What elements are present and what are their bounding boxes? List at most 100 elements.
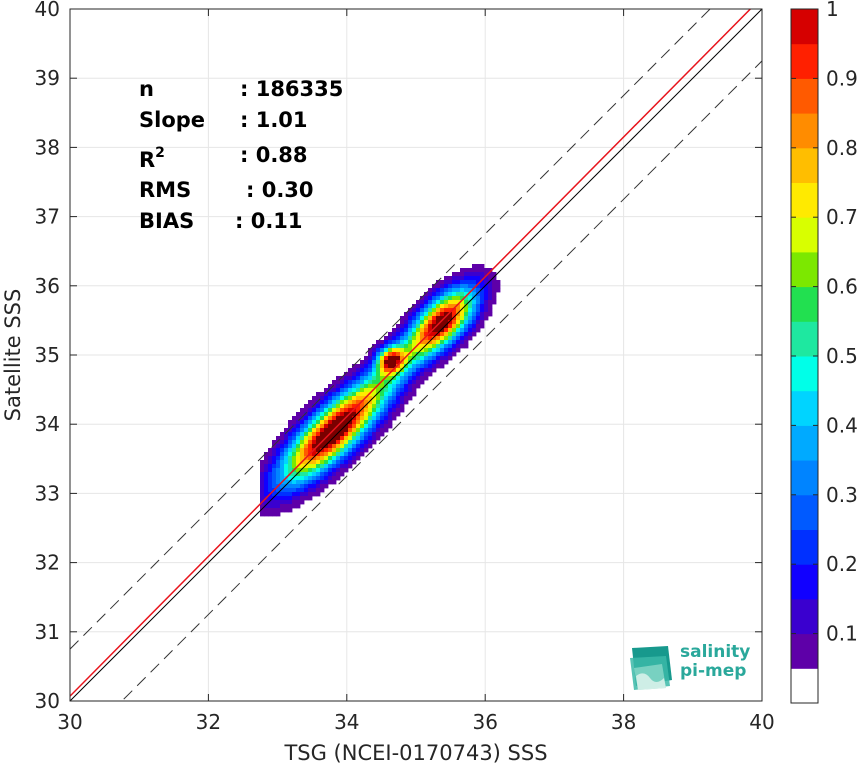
colorbar-swatch — [791, 425, 818, 461]
density-cell — [416, 368, 421, 373]
density-cell — [340, 448, 345, 453]
density-cell — [412, 312, 417, 317]
density-cell — [332, 456, 337, 461]
density-cell — [332, 396, 337, 401]
density-cell — [432, 304, 437, 309]
density-cell — [456, 300, 461, 305]
density-cell — [380, 340, 385, 345]
density-cell — [396, 388, 401, 393]
density-cell — [312, 460, 317, 465]
density-cell — [372, 372, 377, 377]
density-cell — [436, 356, 441, 361]
density-cell — [384, 388, 389, 393]
density-cell — [392, 380, 397, 385]
density-cell — [284, 428, 289, 433]
density-cell — [292, 476, 297, 481]
density-cell — [364, 432, 369, 437]
density-cell — [492, 296, 497, 301]
density-cell — [264, 508, 269, 513]
density-cell — [396, 344, 401, 349]
density-cell — [284, 456, 289, 461]
density-cell — [296, 452, 301, 457]
density-cell — [420, 300, 425, 305]
density-cell — [340, 452, 345, 457]
density-cell — [384, 404, 389, 409]
density-cell — [412, 352, 417, 357]
density-cell — [384, 384, 389, 389]
density-cell — [468, 284, 473, 289]
density-cell — [360, 400, 365, 405]
logo-mark-icon — [630, 646, 672, 690]
density-cell — [296, 492, 301, 497]
density-cell — [436, 308, 441, 313]
density-cell — [344, 464, 349, 469]
density-cell — [280, 492, 285, 497]
density-cell — [312, 400, 317, 405]
density-cell — [352, 416, 357, 421]
density-cell — [348, 452, 353, 457]
density-cell — [428, 304, 433, 309]
density-cell — [384, 364, 389, 369]
density-cell — [348, 424, 353, 429]
density-cell — [284, 460, 289, 465]
density-cell — [428, 288, 433, 293]
density-cell — [452, 308, 457, 313]
density-cell — [288, 428, 293, 433]
density-cell — [296, 428, 301, 433]
density-cell — [456, 280, 461, 285]
density-cell — [448, 344, 453, 349]
density-cell — [276, 512, 281, 517]
density-cell — [300, 500, 305, 505]
density-cell — [316, 448, 321, 453]
density-cell — [472, 264, 477, 269]
stat-r2-sup: 2 — [155, 145, 165, 162]
density-cell — [432, 344, 437, 349]
density-cell — [452, 272, 457, 277]
density-cell — [376, 400, 381, 405]
density-cell — [344, 432, 349, 437]
density-cell — [444, 312, 449, 317]
density-cell — [352, 400, 357, 405]
density-cell — [312, 444, 317, 449]
density-cell — [432, 352, 437, 357]
density-cell — [392, 368, 397, 373]
density-cell — [260, 476, 265, 481]
density-cell — [436, 304, 441, 309]
density-cell — [412, 336, 417, 341]
density-cell — [388, 412, 393, 417]
density-cell — [308, 404, 313, 409]
density-cell — [380, 420, 385, 425]
density-cell — [276, 496, 281, 501]
density-cell — [376, 348, 381, 353]
identity-line — [70, 9, 762, 701]
density-cell — [316, 460, 321, 465]
density-cell — [336, 452, 341, 457]
density-cell — [336, 416, 341, 421]
density-cell — [348, 380, 353, 385]
density-cell — [492, 292, 497, 297]
density-cell — [444, 320, 449, 325]
density-cell — [440, 280, 445, 285]
density-cell — [320, 488, 325, 493]
density-cell — [416, 356, 421, 361]
density-cell — [364, 372, 369, 377]
density-cell — [484, 280, 489, 285]
density-cell — [324, 432, 329, 437]
density-cell — [396, 340, 401, 345]
density-cell — [328, 448, 333, 453]
density-cell — [336, 436, 341, 441]
density-cell — [364, 380, 369, 385]
density-cell — [288, 496, 293, 501]
density-cell — [472, 304, 477, 309]
density-cell — [316, 424, 321, 429]
density-cell — [344, 380, 349, 385]
density-cell — [316, 420, 321, 425]
density-cell — [396, 364, 401, 369]
density-cell — [388, 364, 393, 369]
density-cell — [460, 272, 465, 277]
density-cell — [356, 388, 361, 393]
density-cell — [440, 296, 445, 301]
density-cell — [440, 356, 445, 361]
density-cell — [304, 408, 309, 413]
density-cell — [368, 372, 373, 377]
